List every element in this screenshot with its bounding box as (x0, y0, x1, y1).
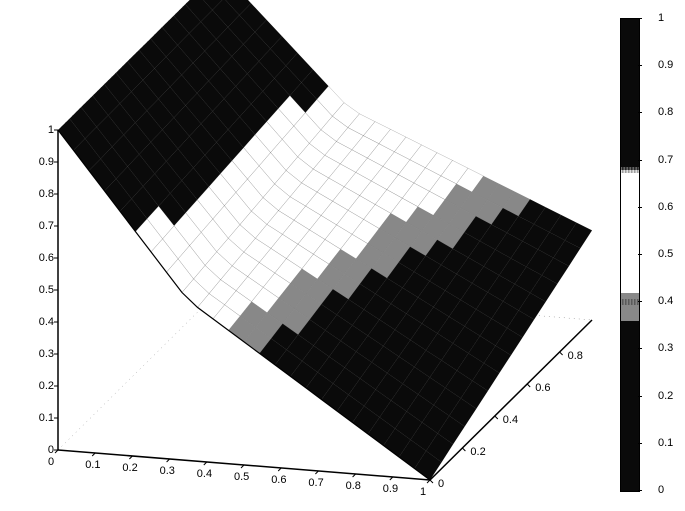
colorbar-tick-mark (638, 348, 642, 349)
colorbar-tick-label: 0.5 (658, 248, 673, 260)
colorbar-tick-mark (638, 112, 642, 113)
colorbar-ticks: 00.10.20.30.40.50.60.70.80.91 (638, 18, 678, 490)
surface-plot (0, 0, 685, 511)
y-tick-label: 0.8 (568, 350, 583, 362)
colorbar-tick-mark (638, 65, 642, 66)
colorbar (620, 18, 640, 492)
y-tick-label: 0.2 (470, 446, 485, 458)
x-tick-label: 0.8 (346, 480, 361, 492)
colorbar-tick-label: 0.3 (658, 342, 673, 354)
y-tick-label: 0.6 (535, 382, 550, 394)
colorbar-tick-mark (638, 18, 642, 19)
x-tick-label: 0.4 (197, 468, 212, 480)
colorbar-tick-label: 0.9 (658, 59, 673, 71)
colorbar-tick-mark (638, 207, 642, 208)
z-tick-label: 0.1 (30, 412, 54, 424)
colorbar-segment (621, 170, 639, 293)
colorbar-tick-label: 0.4 (658, 295, 673, 307)
z-tick-label: 0.7 (30, 220, 54, 232)
colorbar-tick-label: 0.1 (658, 437, 673, 449)
z-tick-label: 0.8 (30, 188, 54, 200)
colorbar-tick-mark (638, 301, 642, 302)
z-tick-label: 1 (30, 124, 54, 136)
y-tick-label: 0.4 (503, 414, 518, 426)
z-tick-label: 0.4 (30, 316, 54, 328)
colorbar-tick-mark (638, 254, 642, 255)
colorbar-tick-mark (638, 160, 642, 161)
y-tick-label: 0 (438, 478, 444, 490)
x-tick-label: 0.9 (383, 483, 398, 495)
colorbar-tick-label: 0.6 (658, 201, 673, 213)
colorbar-tick-label: 1 (658, 12, 664, 24)
colorbar-segment (621, 19, 639, 170)
colorbar-segment (621, 293, 639, 321)
x-tick-label: 0 (48, 456, 54, 468)
x-tick-label: 0.7 (308, 477, 323, 489)
colorbar-tick-mark (638, 490, 642, 491)
colorbar-noise (621, 299, 639, 305)
z-tick-label: 0.6 (30, 252, 54, 264)
colorbar-tick-label: 0.8 (658, 106, 673, 118)
colorbar-segment (621, 321, 639, 491)
z-tick-label: 0 (30, 444, 54, 456)
colorbar-tick-label: 0.7 (658, 154, 673, 166)
z-tick-label: 0.2 (30, 380, 54, 392)
x-tick-label: 0.5 (234, 471, 249, 483)
x-tick-label: 1 (420, 486, 426, 498)
x-tick-label: 0.1 (85, 459, 100, 471)
x-tick-label: 0.2 (122, 462, 137, 474)
z-tick-label: 0.9 (30, 156, 54, 168)
x-tick-label: 0.6 (271, 474, 286, 486)
colorbar-tick-mark (638, 443, 642, 444)
x-tick-label: 0.3 (160, 465, 175, 477)
colorbar-noise (621, 167, 639, 173)
colorbar-tick-label: 0.2 (658, 390, 673, 402)
colorbar-tick-label: 0 (658, 484, 664, 496)
z-tick-label: 0.3 (30, 348, 54, 360)
z-tick-label: 0.5 (30, 284, 54, 296)
colorbar-tick-mark (638, 396, 642, 397)
